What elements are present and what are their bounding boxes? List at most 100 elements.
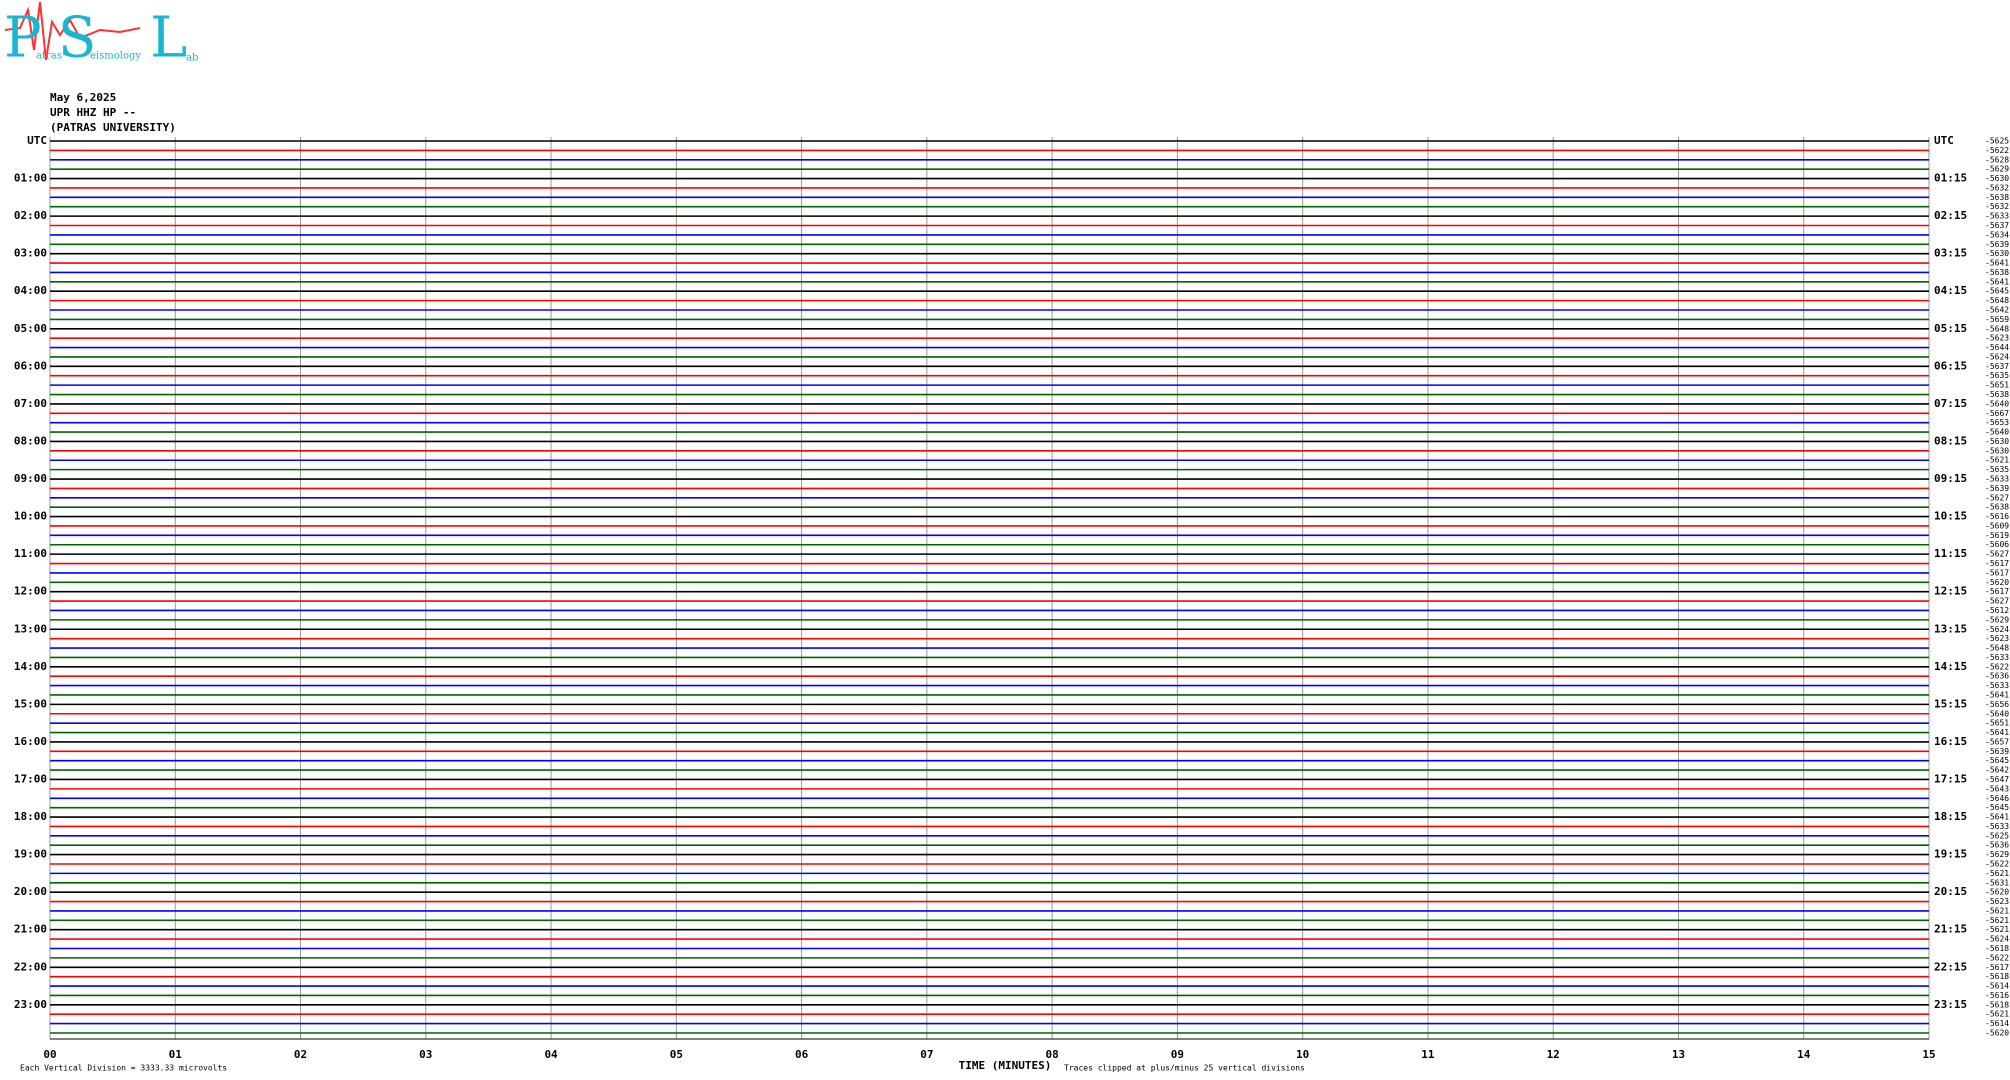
row-value: -5648 xyxy=(1985,296,2009,305)
right-time-label: 20:15 xyxy=(1934,885,1967,898)
x-tick-label: 09 xyxy=(1171,1048,1184,1061)
left-time-label: 04:00 xyxy=(14,284,47,297)
right-time-label: 22:15 xyxy=(1934,960,1967,973)
row-value: -5629 xyxy=(1985,850,2009,859)
x-tick-label: 13 xyxy=(1672,1048,1685,1061)
row-value: -5623 xyxy=(1985,334,2009,343)
row-value: -5633 xyxy=(1985,822,2009,831)
row-value: -5606 xyxy=(1985,540,2009,549)
right-time-label: 06:15 xyxy=(1934,359,1967,372)
row-value: -5653 xyxy=(1985,418,2009,427)
row-value: -5634 xyxy=(1985,230,2009,239)
right-time-label: UTC xyxy=(1934,134,1954,147)
x-tick-label: 11 xyxy=(1421,1048,1435,1061)
row-value: -5620 xyxy=(1985,578,2009,587)
x-tick-label: 10 xyxy=(1296,1048,1309,1061)
row-value: -5622 xyxy=(1985,953,2009,962)
left-time-label: 14:00 xyxy=(14,660,47,673)
row-value: -5645 xyxy=(1985,287,2009,296)
row-value: -5618 xyxy=(1985,1000,2009,1009)
right-time-label: 13:15 xyxy=(1934,622,1967,635)
right-time-label: 08:15 xyxy=(1934,434,1967,447)
right-time-label: 07:15 xyxy=(1934,397,1967,410)
left-time-label: 03:00 xyxy=(14,247,47,260)
row-value: -5616 xyxy=(1985,512,2009,521)
left-time-label: 13:00 xyxy=(14,622,47,635)
station: UPR HHZ HP -- xyxy=(50,106,136,119)
x-tick-label: 08 xyxy=(1046,1048,1059,1061)
row-value: -5628 xyxy=(1985,155,2009,164)
right-time-label: 17:15 xyxy=(1934,772,1967,785)
row-value: -5638 xyxy=(1985,268,2009,277)
right-time-label: 03:15 xyxy=(1934,247,1967,260)
row-value: -5627 xyxy=(1985,597,2009,606)
row-value: -5640 xyxy=(1985,399,2009,408)
row-value: -5641 xyxy=(1985,813,2009,822)
row-value: -5621 xyxy=(1985,869,2009,878)
row-value: -5617 xyxy=(1985,568,2009,577)
left-time-label: 01:00 xyxy=(14,172,47,185)
right-time-label: 12:15 xyxy=(1934,585,1967,598)
row-value: -5622 xyxy=(1985,146,2009,155)
left-time-label: 22:00 xyxy=(14,960,47,973)
row-value: -5645 xyxy=(1985,756,2009,765)
right-time-label: 01:15 xyxy=(1934,172,1967,185)
right-time-label: 21:15 xyxy=(1934,923,1967,936)
right-time-label: 23:15 xyxy=(1934,998,1967,1011)
row-value: -5641 xyxy=(1985,277,2009,286)
x-tick-label: 04 xyxy=(544,1048,558,1061)
left-time-label: 07:00 xyxy=(14,397,47,410)
x-tick-label: 06 xyxy=(795,1048,809,1061)
row-value: -5630 xyxy=(1985,174,2009,183)
row-value: -5625 xyxy=(1985,831,2009,840)
row-value: -5617 xyxy=(1985,963,2009,972)
row-value: -5639 xyxy=(1985,484,2009,493)
left-time-label: UTC xyxy=(27,134,47,147)
logo-letter: P xyxy=(4,6,42,71)
footnote: Each Vertical Division = 3333.33 microvo… xyxy=(20,1064,227,1073)
row-value: -5621 xyxy=(1985,916,2009,925)
row-value: -5635 xyxy=(1985,465,2009,474)
right-time-label: 15:15 xyxy=(1934,697,1967,710)
row-value: -5638 xyxy=(1985,193,2009,202)
left-time-label: 10:00 xyxy=(14,510,47,523)
left-time-label: 02:00 xyxy=(14,209,47,222)
logo-word: atras xyxy=(36,51,62,62)
row-value: -5648 xyxy=(1985,644,2009,653)
right-time-label: 05:15 xyxy=(1934,322,1967,335)
right-time-label: 19:15 xyxy=(1934,848,1967,861)
right-time-label: 16:15 xyxy=(1934,735,1967,748)
row-value: -5621 xyxy=(1985,925,2009,934)
row-value: -5633 xyxy=(1985,653,2009,662)
left-time-label: 11:00 xyxy=(14,547,47,560)
row-value: -5621 xyxy=(1985,906,2009,915)
left-time-label: 23:00 xyxy=(14,998,47,1011)
x-tick-label: 14 xyxy=(1797,1048,1811,1061)
row-value: -5640 xyxy=(1985,428,2009,437)
row-value: -5624 xyxy=(1985,352,2009,361)
row-value: -5651 xyxy=(1985,381,2009,390)
row-value: -5646 xyxy=(1985,794,2009,803)
left-time-label: 17:00 xyxy=(14,772,47,785)
row-value: -5636 xyxy=(1985,841,2009,850)
row-value: -5642 xyxy=(1985,306,2009,315)
row-value: -5644 xyxy=(1985,343,2009,352)
logo: P atras S eismology L ab xyxy=(4,1,198,71)
row-value: -5621 xyxy=(1985,1010,2009,1019)
row-value: -5635 xyxy=(1985,371,2009,380)
row-value: -5641 xyxy=(1985,728,2009,737)
x-tick-label: 07 xyxy=(920,1048,933,1061)
row-value: -5637 xyxy=(1985,221,2009,230)
row-value: -5630 xyxy=(1985,249,2009,258)
row-value: -5617 xyxy=(1985,559,2009,568)
row-value: -5620 xyxy=(1985,1029,2009,1038)
left-time-label: 15:00 xyxy=(14,697,47,710)
row-value: -5639 xyxy=(1985,747,2009,756)
row-value: -5612 xyxy=(1985,606,2009,615)
row-value: -5636 xyxy=(1985,672,2009,681)
row-value: -5625 xyxy=(1985,137,2009,146)
right-time-label: 04:15 xyxy=(1934,284,1967,297)
logo-word: ab xyxy=(186,53,198,64)
row-value: -5632 xyxy=(1985,202,2009,211)
